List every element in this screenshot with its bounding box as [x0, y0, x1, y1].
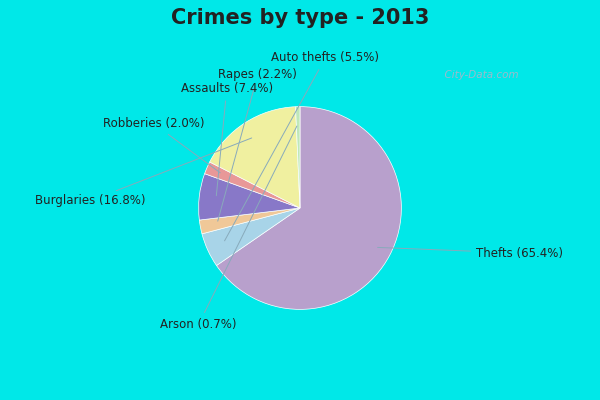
- Wedge shape: [296, 107, 300, 208]
- Text: Rapes (2.2%): Rapes (2.2%): [218, 68, 297, 221]
- Text: Crimes by type - 2013: Crimes by type - 2013: [171, 8, 429, 28]
- Text: Burglaries (16.8%): Burglaries (16.8%): [35, 138, 251, 208]
- Wedge shape: [205, 162, 300, 208]
- Text: Arson (0.7%): Arson (0.7%): [160, 126, 297, 331]
- Text: City-Data.com: City-Data.com: [437, 70, 518, 80]
- Wedge shape: [217, 107, 401, 309]
- Text: Auto thefts (5.5%): Auto thefts (5.5%): [224, 51, 379, 241]
- Wedge shape: [202, 208, 300, 266]
- Wedge shape: [209, 107, 300, 208]
- Text: Thefts (65.4%): Thefts (65.4%): [377, 246, 563, 260]
- Text: Robberies (2.0%): Robberies (2.0%): [103, 117, 220, 173]
- Wedge shape: [199, 208, 300, 234]
- Wedge shape: [199, 174, 300, 220]
- Text: Assaults (7.4%): Assaults (7.4%): [181, 82, 273, 196]
